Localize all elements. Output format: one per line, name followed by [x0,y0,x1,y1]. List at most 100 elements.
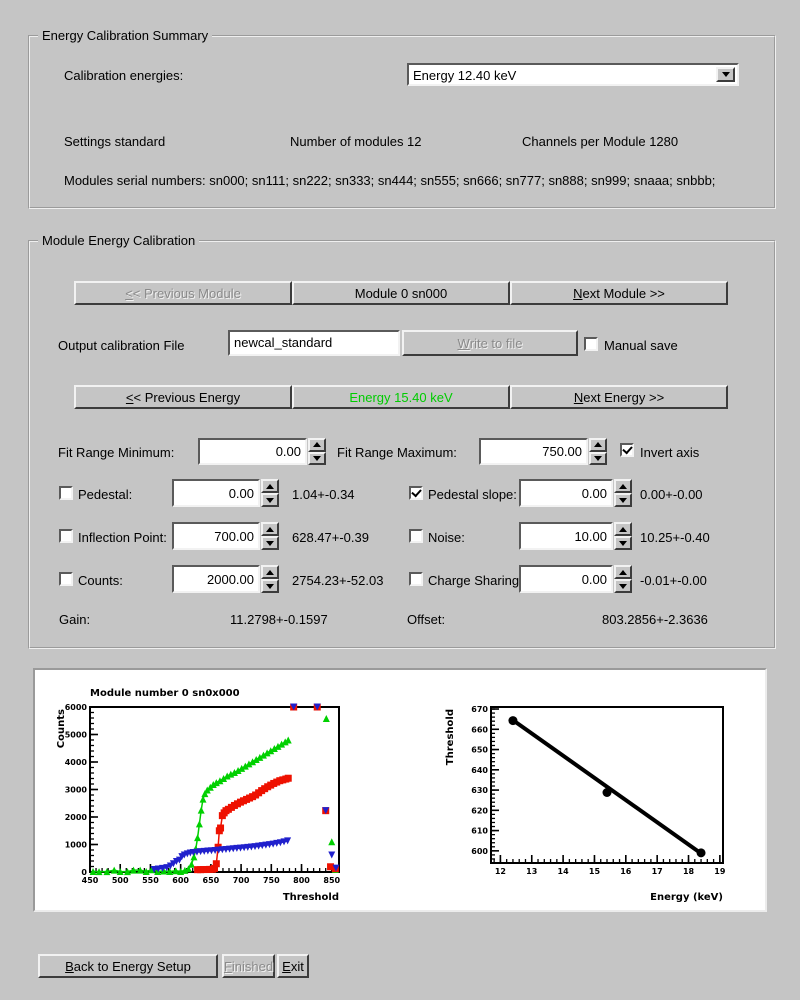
spin-up-button[interactable] [308,438,326,452]
svg-text:18: 18 [683,867,695,876]
svg-text:1000: 1000 [65,841,88,850]
current-module-button[interactable]: Module 0 sn000 [292,281,510,305]
arrow-down-icon [619,540,627,546]
counts-checkbox[interactable] [59,572,73,586]
inflection-point-checkbox[interactable] [59,529,73,543]
threshold-vs-energy-chart: 12 13 14 15 16 17 18 19 600 610 620 630 640 650 660 670… [445,705,726,903]
pedestal-slope-label: Pedestal slope: [428,487,517,502]
svg-text:500: 500 [112,876,129,885]
svg-text:15: 15 [589,867,601,876]
group-title: Module Energy Calibration [38,233,200,248]
pedestal-slope-checkbox[interactable] [409,486,423,500]
spin-down-button[interactable] [261,493,279,507]
svg-text:610: 610 [471,827,488,836]
pedestal-checkbox[interactable] [59,486,73,500]
offset-value: 803.2856+-2.3636 [602,612,708,627]
inflection-point-value[interactable]: 700.00 [172,522,260,550]
noise-spinbox[interactable]: 10.00 [519,522,632,550]
spin-down-button[interactable] [261,536,279,550]
channels-per-module-text: Channels per Module 1280 [522,134,679,149]
svg-text:650: 650 [203,876,220,885]
spin-up-button[interactable] [614,565,632,579]
arrow-up-icon [594,442,602,448]
svg-text:4000: 4000 [65,758,88,767]
gain-value: 11.2798+-0.1597 [230,612,328,627]
counts-value[interactable]: 2000.00 [172,565,260,593]
noise-fit-result: 10.25+-0.40 [640,530,710,545]
pedestal-spinbox[interactable]: 0.00 [172,479,279,507]
charge-sharing-value[interactable]: 0.00 [519,565,613,593]
pedestal-label: Pedestal: [78,487,133,502]
charge-sharing-fit-result: -0.01+-0.00 [640,573,707,588]
fit-range-minimum-value[interactable]: 0.00 [198,438,307,465]
number-of-modules-text: Number of modules 12 [290,134,422,149]
spin-down-button[interactable] [614,536,632,550]
plot-panel: 450 500 550 600 650 700 750 800 850 0 1000 2000 3000… [33,668,767,912]
noise-value[interactable]: 10.00 [519,522,613,550]
svg-text:620: 620 [471,806,488,815]
combo-dropdown-button[interactable] [716,67,735,82]
arrow-up-icon [266,526,274,532]
noise-checkbox[interactable] [409,529,423,543]
spin-up-button[interactable] [261,479,279,493]
spin-up-button[interactable] [614,522,632,536]
scurve-chart: 450 500 550 600 650 700 750 800 850 0 1000 2000 3000… [56,688,341,903]
spin-down-button[interactable] [261,579,279,593]
gain-label: Gain: [59,612,91,627]
fit-range-maximum-spinbox[interactable]: 750.00 [479,438,607,465]
svg-text:450: 450 [82,876,99,885]
chevron-down-icon [721,72,730,77]
inflection-point-fit-result: 628.47+-0.39 [292,530,369,545]
fit-range-maximum-label: Fit Range Maximum: [337,445,457,460]
spin-up-button[interactable] [261,565,279,579]
previous-energy-button[interactable]: < < Previous Energy [74,385,292,409]
spin-up-button[interactable] [614,479,632,493]
svg-text:Counts: Counts [56,709,67,748]
charge-sharing-checkbox[interactable] [409,572,423,586]
pedestal-value[interactable]: 0.00 [172,479,260,507]
svg-text:Module number 0 sn0x000: Module number 0 sn0x000 [90,688,240,699]
pedestal-slope-value[interactable]: 0.00 [519,479,613,507]
counts-spinbox[interactable]: 2000.00 [172,565,279,593]
module-serial-numbers-text: Modules serial numbers: sn000; sn111; sn… [64,173,716,188]
invert-axis-checkbox[interactable] [620,443,634,457]
spin-down-button[interactable] [614,493,632,507]
svg-text:660: 660 [471,725,488,734]
module-energy-calibration-group: Module Energy Calibration < < Previous Mo… [28,233,776,649]
svg-text:640: 640 [471,766,488,775]
settings-text: Settings standard [64,134,166,149]
svg-text:630: 630 [471,786,488,795]
calibration-energy-select[interactable]: Energy 12.40 keV [407,63,739,86]
manual-save-checkbox[interactable] [584,337,598,351]
spin-up-button[interactable] [589,438,607,452]
svg-text:19: 19 [714,867,726,876]
arrow-down-icon [594,455,602,461]
charge-sharing-spinbox[interactable]: 0.00 [519,565,632,593]
svg-text:850: 850 [323,876,340,885]
output-file-input[interactable]: newcal_standard [228,330,400,356]
svg-text:13: 13 [526,867,537,876]
pedestal-slope-fit-result: 0.00+-0.00 [640,487,703,502]
spin-down-button[interactable] [308,451,326,465]
arrow-down-icon [266,540,274,546]
current-energy-button[interactable]: Energy 15.40 keV [292,385,510,409]
svg-text:2000: 2000 [65,813,88,822]
spin-up-button[interactable] [261,522,279,536]
svg-text:14: 14 [558,867,570,876]
invert-axis-label: Invert axis [640,445,700,460]
pedestal-slope-spinbox[interactable]: 0.00 [519,479,632,507]
svg-text:Threshold: Threshold [445,709,456,765]
inflection-point-spinbox[interactable]: 700.00 [172,522,279,550]
previous-module-button[interactable]: < < Previous Module [74,281,292,305]
spin-down-button[interactable] [589,451,607,465]
fit-range-maximum-value[interactable]: 750.00 [479,438,588,465]
spin-down-button[interactable] [614,579,632,593]
arrow-up-icon [619,526,627,532]
fit-range-minimum-spinbox[interactable]: 0.00 [198,438,326,465]
